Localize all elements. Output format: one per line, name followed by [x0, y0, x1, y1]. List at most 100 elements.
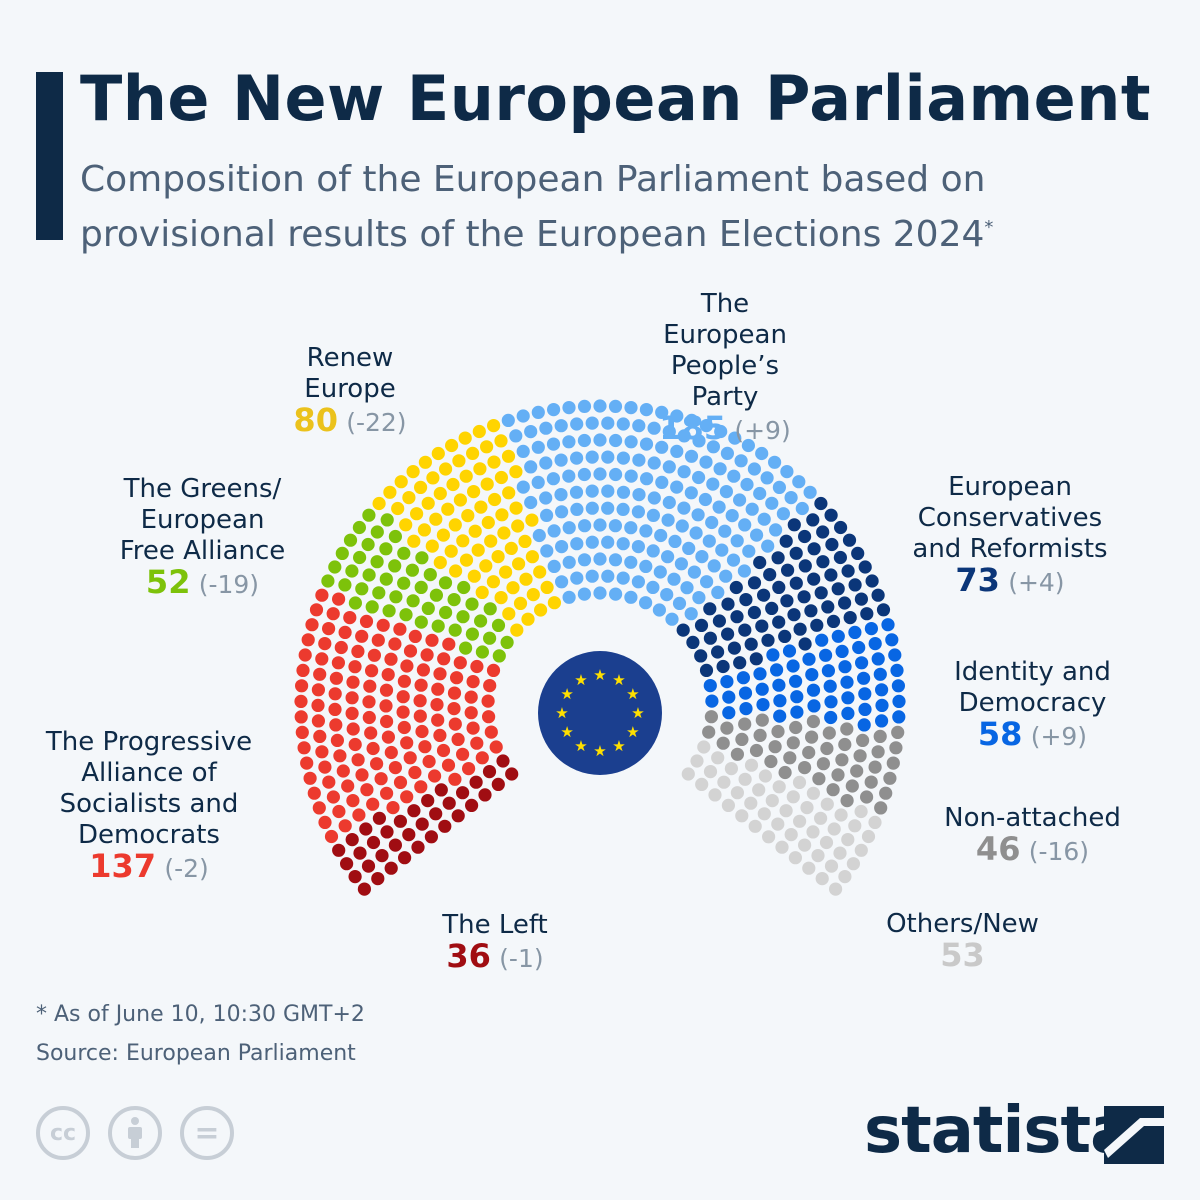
seat-dot — [383, 485, 397, 499]
seat-dot — [399, 608, 413, 622]
seat-dot — [562, 469, 576, 483]
seat-dot — [294, 694, 308, 709]
seat-dot — [734, 454, 748, 468]
seat-dot — [763, 568, 777, 582]
seat-dot — [407, 534, 421, 548]
seat-dot — [771, 724, 785, 739]
seat-dot — [661, 550, 675, 564]
seat-dot — [451, 809, 465, 823]
seat-dot — [802, 861, 816, 875]
seat-dot — [448, 623, 462, 637]
seat-dot — [819, 835, 834, 850]
seat-dot — [765, 601, 779, 616]
seat-dot — [773, 709, 787, 723]
party-name: Identity and Democracy — [954, 657, 1111, 718]
seat-dot — [334, 640, 348, 655]
seat-dot — [652, 603, 667, 617]
seat-dot — [431, 446, 445, 461]
seat-dot — [346, 675, 360, 689]
attribution-icon[interactable] — [108, 1106, 162, 1160]
seat-dot — [486, 575, 500, 589]
seat-dot — [431, 682, 445, 696]
seat-dot — [442, 796, 456, 810]
seat-dot — [509, 501, 523, 515]
seat-dot — [433, 728, 447, 743]
seat-dot — [475, 585, 489, 600]
seat-dot — [868, 637, 882, 651]
seat-dot — [459, 469, 473, 483]
cc-icon[interactable]: cc — [36, 1106, 90, 1160]
seat-dot — [875, 683, 889, 697]
seat-dot — [631, 540, 646, 554]
seat-dot — [303, 771, 317, 785]
seat-dot — [439, 462, 453, 476]
seat-dot — [738, 686, 753, 700]
seat-dot — [489, 740, 503, 754]
seat-dot — [667, 572, 681, 586]
seat-dot — [816, 525, 830, 539]
party-seats-2 — [321, 508, 514, 663]
seat-dot — [470, 736, 484, 750]
seat-dot — [433, 486, 447, 501]
seat-dot — [446, 477, 460, 492]
no-derivatives-icon[interactable]: = — [180, 1106, 234, 1160]
seat-dot — [646, 580, 660, 595]
seat-dot — [457, 580, 471, 595]
party-seats-6 — [703, 618, 906, 732]
label-ecr: European Conservatives and Reformists 73… — [900, 472, 1120, 599]
seat-dot — [511, 519, 525, 533]
seat-dot — [720, 721, 734, 735]
seat-dot — [397, 546, 411, 560]
seat-dot — [788, 851, 803, 865]
seat-dot — [391, 501, 405, 516]
seat-dot — [502, 486, 516, 500]
seat-dot — [798, 559, 812, 573]
seat-dot — [601, 450, 615, 464]
seat-dot — [703, 765, 718, 779]
seat-dot — [838, 660, 852, 674]
seat-dot — [430, 698, 444, 712]
seat-dot — [466, 721, 480, 735]
seat-dot — [452, 454, 466, 468]
seat-dot — [410, 507, 424, 521]
seat-dot — [841, 564, 855, 578]
seat-dot — [719, 485, 734, 499]
seat-dot — [891, 679, 906, 693]
seat-dot — [697, 740, 711, 754]
seat-dot — [311, 698, 325, 713]
seat-dot — [487, 419, 501, 433]
seat-dot — [450, 671, 464, 685]
seat-dot — [329, 718, 343, 732]
seat-dot — [400, 790, 414, 804]
seat-dot — [800, 801, 814, 815]
seat-dot — [414, 480, 428, 494]
seat-dot — [655, 440, 669, 454]
seat-dot — [789, 674, 803, 688]
seat-dot — [379, 699, 393, 713]
seat-dot — [686, 635, 700, 650]
seat-dot — [426, 471, 440, 485]
seat-dot — [749, 652, 763, 666]
seat-dot — [388, 637, 402, 651]
seat-dot — [692, 434, 706, 448]
seat-dot — [555, 540, 569, 554]
seat-dot — [831, 629, 845, 643]
seat-dot — [742, 544, 756, 558]
footnote-mark: * — [984, 217, 994, 238]
seat-dot — [624, 469, 638, 483]
seat-dot — [531, 405, 545, 419]
seat-dot — [416, 663, 430, 677]
seat-dot — [682, 541, 696, 556]
party-name: Others/New — [886, 909, 1039, 939]
statista-logo[interactable]: statista — [864, 1094, 1133, 1168]
star-icon: ★ — [560, 723, 573, 741]
seat-dot — [408, 629, 422, 644]
seat-dot — [343, 533, 358, 547]
seat-dot — [739, 593, 753, 607]
seat-dot — [864, 622, 879, 636]
seat-dot — [481, 515, 495, 530]
seat-dot — [720, 446, 735, 460]
seat-dot — [616, 417, 630, 431]
seat-dot — [593, 399, 607, 413]
